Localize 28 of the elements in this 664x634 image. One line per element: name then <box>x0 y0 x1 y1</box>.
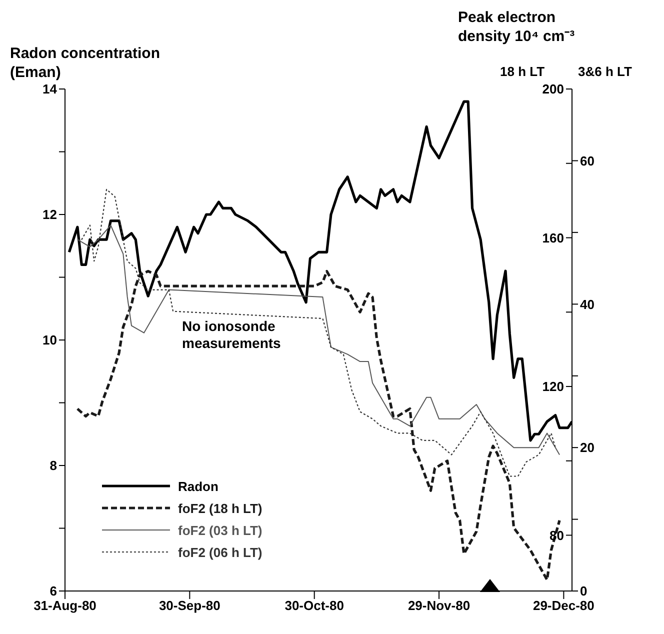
y-tick-label: 14 <box>42 82 58 97</box>
y3-tick-label: 20 <box>580 440 594 456</box>
y-axis-title: Radon concentration (Eman) <box>10 44 162 82</box>
text: foF2 (03 h LT) <box>178 522 262 538</box>
x-tick-label: 29-Nov-80 <box>408 598 470 614</box>
x-tick-label: 30-Oct-80 <box>284 598 344 614</box>
y3-tick-label: 40 <box>580 296 594 312</box>
y2-tick-label: 80 <box>550 528 564 543</box>
x-tick-label: 31-Aug-80 <box>34 598 96 614</box>
annotation: No ionosonde measurements <box>182 318 282 352</box>
text: Peak electron density 10⁴ cm⁻³ <box>458 8 576 46</box>
y3-tick-label: 60 <box>580 153 594 168</box>
y2-tick-label: 120 <box>542 379 564 394</box>
y2-tick-label: 200 <box>542 82 564 97</box>
x-tick-label: 29-Dec-80 <box>532 598 594 614</box>
y3-axis-title: 3&6 h LT <box>578 64 632 79</box>
text: foF2 (06 h LT) <box>178 544 262 560</box>
line-series <box>68 100 572 442</box>
y-tick-label: 6 <box>50 584 57 599</box>
y3-tick-label: 0 <box>580 584 588 599</box>
y2-tick-label: 160 <box>542 230 564 246</box>
text: foF2 (18 h LT) <box>178 500 262 516</box>
y2-axis-title: 18 h LT <box>500 64 545 79</box>
x-tick-label: 30-Sep-80 <box>158 598 220 614</box>
text: Radon <box>178 478 218 494</box>
y-tick-label: 12 <box>42 207 57 222</box>
y-tick-label: 10 <box>42 332 57 348</box>
y-tick-label: 8 <box>50 458 57 474</box>
